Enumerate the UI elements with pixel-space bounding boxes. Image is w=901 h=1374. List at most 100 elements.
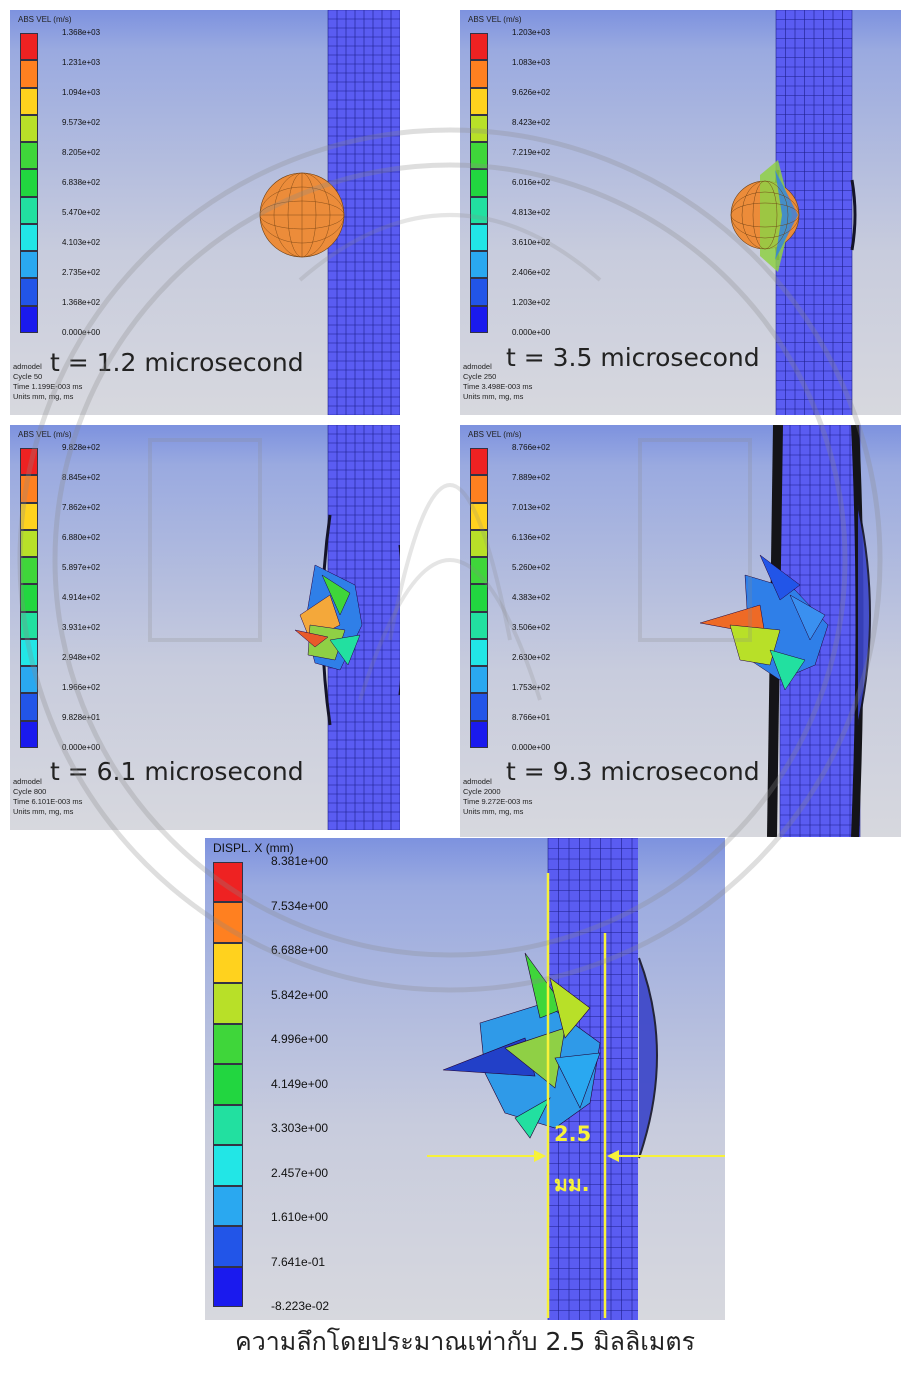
sphere-mesh [730,180,800,250]
legend-value: 3.931e+02 [62,623,101,632]
model-info: admodel Cycle 50 Time 1.199E-003 ms Unit… [13,362,82,402]
cycle-count: Cycle 800 [13,787,47,796]
legend-value: 5.842e+00 [271,987,329,1002]
legend-swatch [213,1266,243,1307]
legend-swatch [470,529,488,558]
legend-value: 0.000e+00 [62,328,101,337]
legend-swatch [20,611,38,639]
units-text: Units mm, mg, ms [463,807,524,816]
legend-value: 1.368e+03 [62,28,101,37]
model-name: admodel [463,777,492,786]
panel-t1: ABS VEL (m/s) t = 1.2 microsecond admode… [10,10,400,415]
legend-swatch [20,638,38,667]
legend-swatch [213,983,243,1024]
legend-value: 1.368e+02 [62,298,101,307]
legend-value: 6.838e+02 [62,178,101,187]
legend-swatch [470,638,488,667]
legend-swatch [213,1064,243,1105]
legend-value: 5.260e+02 [512,563,551,572]
time-caption: t = 9.3 microsecond [506,757,760,786]
model-info: admodel Cycle 800 Time 6.101E-003 ms Uni… [13,777,82,817]
legend-swatch [20,305,38,333]
depth-value: 2.5 [554,1122,592,1146]
panel-t3: ABS VEL (m/s) t = 6.1 microsecond admode… [10,425,400,830]
units-text: Units mm, mg, ms [13,392,74,401]
legend-value: 1.610e+00 [271,1210,329,1224]
legend-value: 0.000e+00 [512,743,551,752]
legend-swatch [470,87,488,115]
legend-swatch [470,251,488,279]
legend-swatch [20,142,38,170]
legend-value: 1.203e+03 [512,28,551,37]
legend-swatch [470,278,488,306]
time-caption: t = 3.5 microsecond [506,343,760,372]
legend-value: 8.423e+02 [512,118,551,127]
legend-swatch [20,196,38,224]
legend-value: 6.136e+02 [512,533,551,542]
legend-value: 7.534e+00 [271,898,329,913]
units-text: Units mm, mg, ms [463,392,524,401]
simulation-scene [730,10,857,415]
legend-value: 4.996e+00 [271,1032,329,1046]
model-name: admodel [463,362,492,371]
plate-back-bulge [850,179,857,251]
legend-value: 1.094e+03 [62,88,101,97]
legend-swatch [470,448,488,476]
legend-swatch [470,223,488,252]
legend-swatch [470,666,488,694]
legend-swatch [213,1023,243,1065]
legend-value: 9.626e+02 [512,88,551,97]
legend-swatch [20,33,38,61]
legend-value: 6.688e+00 [271,943,329,957]
legend-value: 3.506e+02 [512,623,551,632]
legend-swatch [213,942,243,984]
legend-value: 7.013e+02 [512,503,551,512]
legend-value: 4.103e+02 [62,238,101,247]
legend-value: 3.303e+00 [271,1121,329,1135]
legend-swatch [470,196,488,224]
legend-value: 6.016e+02 [512,178,551,187]
legend-swatch [213,902,243,943]
legend-swatch [20,223,38,252]
time-value: Time 6.101E-003 ms [13,797,83,806]
legend-value: 7.641e-01 [271,1254,326,1269]
legend-swatch [20,475,38,503]
legend-swatch [20,557,38,585]
impact-zone [775,170,798,260]
legend-value: 1.753e+02 [512,683,551,692]
legend-swatch [20,693,38,721]
legend-value: 2.406e+02 [512,268,551,277]
plate-back-bulge [857,504,871,726]
legend-value: 1.231e+03 [62,58,101,67]
legend-value: 4.914e+02 [62,593,101,602]
legend-swatch [470,114,488,143]
legend-title: ABS VEL (m/s) [18,15,72,24]
legend-swatch [470,584,488,612]
simulation-scene [427,838,725,1320]
legend-swatch [470,502,488,530]
legend-swatch [213,1145,243,1186]
legend-value: 2.948e+02 [62,653,101,662]
legend-swatch [470,169,488,197]
time-caption: t = 6.1 microsecond [50,757,304,786]
model-name: admodel [13,362,42,371]
depth-unit: มม. [554,1172,590,1196]
legend-swatch [470,720,488,748]
legend-swatch [470,60,488,88]
legend-swatch [213,1185,243,1227]
legend-swatch [20,278,38,306]
plate-back-bulge [638,957,658,1159]
fragment-cloud [442,952,601,1139]
legend-value: 5.470e+02 [62,208,101,217]
legend-value: -8.223e-02 [271,1299,330,1313]
legend-swatch [470,33,488,61]
legend-swatch [213,1104,243,1146]
plate-mesh [327,10,400,415]
legend-value: 3.610e+02 [512,238,551,247]
time-value: Time 9.272E-003 ms [463,797,533,806]
legend-value: 0.000e+00 [512,328,551,337]
time-caption: t = 1.2 microsecond [50,348,304,377]
legend-swatch [20,529,38,558]
legend-value: 8.205e+02 [62,148,101,157]
legend-swatch [470,611,488,639]
